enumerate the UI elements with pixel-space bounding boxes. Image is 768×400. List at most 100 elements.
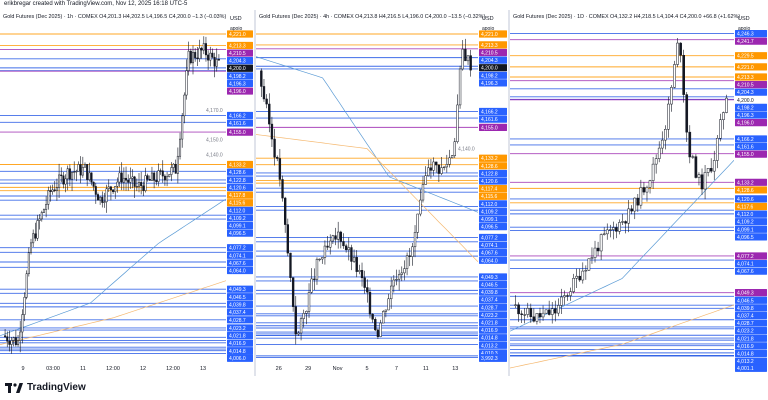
candle-body[interactable]: [198, 47, 201, 59]
price-tag[interactable]: [227, 214, 253, 222]
price-tag[interactable]: [735, 142, 767, 151]
candle-body[interactable]: [395, 278, 398, 281]
chart-svg[interactable]: Gold Futures (Dec 2025) · 4h · COMEX O4,…: [256, 10, 508, 376]
candle-body[interactable]: [648, 180, 652, 188]
price-tag[interactable]: [227, 168, 253, 176]
price-tag[interactable]: [479, 273, 507, 281]
candle-body[interactable]: [8, 340, 11, 345]
candle-body[interactable]: [679, 42, 682, 56]
candle-body[interactable]: [596, 247, 600, 252]
price-tag[interactable]: [479, 162, 507, 170]
price-tag[interactable]: [479, 30, 507, 38]
candle-body[interactable]: [517, 304, 520, 315]
candle-body[interactable]: [55, 187, 58, 191]
candle-body[interactable]: [281, 179, 284, 199]
price-tag[interactable]: [479, 241, 507, 249]
candle-body[interactable]: [400, 272, 403, 275]
candle-body[interactable]: [161, 170, 164, 177]
candle-body[interactable]: [172, 163, 175, 168]
price-tag[interactable]: [735, 225, 767, 233]
candle-body[interactable]: [157, 170, 160, 182]
price-tag[interactable]: [735, 88, 767, 96]
candle-body[interactable]: [133, 176, 136, 187]
candle-body[interactable]: [456, 104, 459, 142]
price-tag[interactable]: [735, 319, 767, 327]
candle-body[interactable]: [122, 177, 125, 183]
chart-pane-1d[interactable]: Gold Futures (Dec 2025) · 1D · COMEX O4,…: [510, 10, 768, 376]
candle-body[interactable]: [77, 164, 80, 172]
candle-body[interactable]: [461, 48, 464, 70]
candle-body[interactable]: [196, 57, 199, 59]
candle-body[interactable]: [217, 59, 220, 61]
price-tag[interactable]: [735, 80, 767, 89]
candle-body[interactable]: [627, 208, 630, 224]
candle-body[interactable]: [355, 257, 358, 272]
candle-body[interactable]: [581, 270, 585, 281]
price-tag[interactable]: [227, 206, 253, 214]
price-tag[interactable]: [479, 79, 507, 87]
price-tag[interactable]: [735, 178, 767, 186]
price-tag[interactable]: [227, 300, 253, 308]
price-tag[interactable]: [227, 347, 253, 355]
candle-body[interactable]: [541, 312, 545, 318]
candle-body[interactable]: [25, 273, 28, 298]
candle-body[interactable]: [209, 52, 212, 61]
candle-body[interactable]: [38, 218, 41, 221]
candle-body[interactable]: [135, 186, 138, 188]
price-tag[interactable]: [227, 111, 253, 120]
price-tag[interactable]: [479, 200, 507, 208]
price-tag[interactable]: [227, 72, 253, 80]
candle-body[interactable]: [435, 161, 438, 166]
price-tag[interactable]: [227, 176, 253, 184]
price-tag[interactable]: [479, 177, 507, 185]
price-tag[interactable]: [479, 341, 507, 349]
candle-body[interactable]: [691, 156, 695, 158]
candle-body[interactable]: [694, 156, 698, 178]
candle-body[interactable]: [387, 298, 390, 311]
candle-body[interactable]: [88, 172, 91, 180]
candle-body[interactable]: [148, 179, 151, 181]
candle-body[interactable]: [660, 139, 664, 149]
price-tag[interactable]: [735, 327, 767, 335]
candle-body[interactable]: [334, 235, 337, 240]
candle-body[interactable]: [360, 270, 364, 279]
candle-body[interactable]: [302, 313, 305, 319]
candle-body[interactable]: [657, 147, 661, 159]
candle-body[interactable]: [709, 168, 713, 172]
candle-body[interactable]: [60, 174, 63, 177]
candle-body[interactable]: [105, 188, 108, 203]
price-tag[interactable]: [735, 96, 767, 104]
price-tag[interactable]: [227, 308, 253, 316]
price-tag[interactable]: [479, 311, 507, 319]
price-tag[interactable]: [479, 249, 507, 257]
candle-body[interactable]: [29, 242, 33, 253]
candle-body[interactable]: [183, 94, 186, 117]
candle-body[interactable]: [185, 70, 188, 96]
price-tag[interactable]: [227, 339, 253, 347]
candle-body[interactable]: [719, 119, 722, 139]
candle-body[interactable]: [458, 68, 462, 106]
candle-body[interactable]: [523, 314, 527, 316]
candle-body[interactable]: [99, 196, 102, 201]
candle-body[interactable]: [66, 168, 69, 180]
candle-body[interactable]: [538, 313, 542, 318]
candle-body[interactable]: [676, 42, 679, 65]
chart-pane-4h[interactable]: Gold Futures (Dec 2025) · 4h · COMEX O4,…: [256, 10, 508, 376]
price-tag[interactable]: [227, 64, 253, 72]
candle-body[interactable]: [651, 163, 655, 181]
candle-body[interactable]: [608, 229, 612, 231]
candle-body[interactable]: [416, 213, 419, 233]
price-tag[interactable]: [735, 150, 767, 158]
candle-body[interactable]: [563, 295, 566, 298]
price-tag[interactable]: [479, 123, 507, 131]
candle-body[interactable]: [682, 54, 685, 95]
candle-body[interactable]: [445, 164, 449, 168]
candle-body[interactable]: [32, 233, 35, 244]
candle-body[interactable]: [21, 314, 24, 333]
candle-body[interactable]: [307, 292, 311, 312]
chart-pane-1h[interactable]: Gold Futures (Dec 2025) · 1h · COMEX O4,…: [0, 10, 254, 376]
price-tag[interactable]: [479, 288, 507, 296]
candle-body[interactable]: [187, 50, 190, 71]
candle-body[interactable]: [127, 180, 130, 183]
candle-body[interactable]: [336, 231, 340, 240]
